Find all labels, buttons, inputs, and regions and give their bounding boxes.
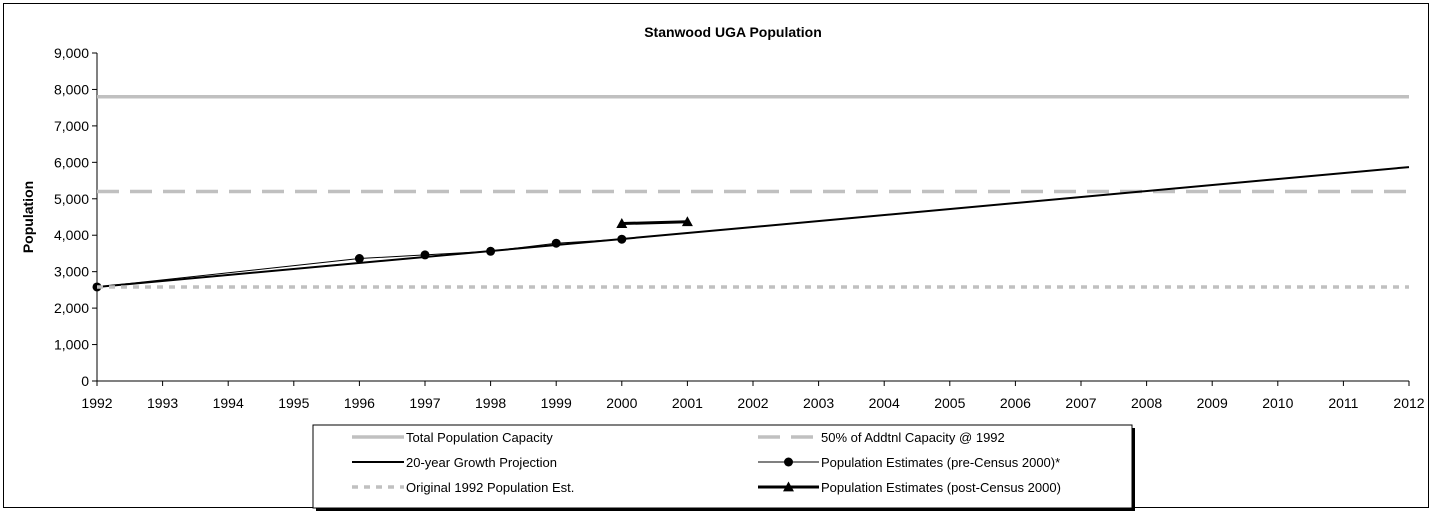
x-tick-label: 2010 (1262, 395, 1293, 411)
data-point-circle (486, 246, 496, 256)
x-tick-label: 2008 (1131, 395, 1162, 411)
x-tick-label: 1997 (409, 395, 440, 411)
x-tick-label: 2005 (934, 395, 965, 411)
x-tick-label: 1996 (344, 395, 375, 411)
x-tick-label: 2009 (1197, 395, 1228, 411)
y-tick-label: 6,000 (54, 154, 89, 170)
y-tick-label: 1,000 (54, 337, 89, 353)
series-group (92, 94, 1410, 292)
x-tick-label: 1999 (541, 395, 572, 411)
x-tick-label: 2002 (737, 395, 768, 411)
data-point-circle (420, 250, 430, 260)
x-tick-label: 1995 (278, 395, 309, 411)
x-tick-label: 2000 (606, 395, 637, 411)
legend-label-0: Total Population Capacity (406, 430, 553, 445)
legend-label-4: Original 1992 Population Est. (406, 480, 574, 495)
data-point-circle (784, 457, 793, 467)
y-axis-label: Population (20, 181, 36, 253)
x-tick-label: 1998 (475, 395, 506, 411)
y-tick-label: 5,000 (54, 191, 89, 207)
x-tick-label: 2007 (1065, 395, 1096, 411)
legend-label-1: 50% of Addtnl Capacity @ 1992 (821, 430, 1005, 445)
x-tick-label: 2011 (1328, 395, 1358, 411)
x-tick-label: 1993 (147, 395, 178, 411)
x-tick-label: 2001 (672, 395, 703, 411)
data-point-circle (551, 238, 561, 248)
series-line-5 (621, 220, 688, 226)
series-line-3 (96, 238, 622, 288)
axes: 0 1,000 2,000 3,000 4,000 5,000 6,000 7,000 8,00… (54, 45, 1425, 411)
legend-label-2: 20-year Growth Projection (406, 455, 557, 470)
legend-box (312, 424, 1133, 509)
y-tick-label: 3,000 (54, 264, 89, 280)
legend-label-5: Population Estimates (post-Census 2000) (821, 480, 1061, 495)
data-point-circle (354, 254, 364, 264)
x-tick-label: 1994 (213, 395, 244, 411)
legend-label-3: Population Estimates (pre-Census 2000)* (821, 455, 1060, 470)
x-tick-label: 2003 (803, 395, 834, 411)
y-tick-label: 0 (81, 373, 89, 389)
x-tick-label: 2006 (1000, 395, 1031, 411)
y-tick-label: 4,000 (54, 227, 89, 243)
legend: Total Population Capacity 50% of Addtnl C… (312, 424, 1135, 511)
x-tick-label: 1992 (81, 395, 112, 411)
y-tick-label: 2,000 (54, 300, 89, 316)
y-tick-label: 7,000 (54, 118, 89, 134)
data-point-triangle (616, 218, 628, 228)
x-tick-label: 2012 (1393, 395, 1424, 411)
data-point-triangle (783, 481, 794, 492)
x-tick-label: 2004 (869, 395, 900, 411)
chart-frame (3, 3, 1429, 508)
y-tick-label: 9,000 (54, 45, 89, 61)
chart-title: Stanwood UGA Population (644, 24, 822, 40)
data-point-triangle (681, 216, 693, 227)
series-line-2 (96, 166, 1410, 288)
data-point-circle (617, 234, 627, 244)
y-tick-label: 8,000 (54, 81, 89, 97)
